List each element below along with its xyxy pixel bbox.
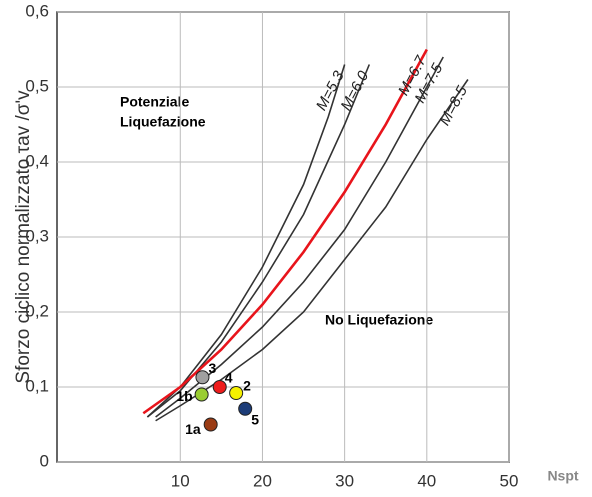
y-tick-label: 0,1 (25, 376, 49, 395)
curve (146, 64, 371, 418)
point-label: 2 (243, 378, 251, 394)
data-point (194, 387, 209, 402)
data-point (229, 386, 244, 400)
y-tick-label: 0,3 (25, 226, 49, 245)
annotation: No Liquefazione (325, 312, 433, 328)
curve (142, 48, 428, 415)
y-tick-label: 0,5 (25, 76, 49, 95)
point-label: 1b (176, 388, 192, 404)
point-label: 3 (208, 360, 216, 376)
data-point (203, 417, 218, 432)
x-tick-label: 50 (500, 471, 519, 490)
x-tick-label: 30 (335, 471, 354, 490)
y-tick-label: 0,2 (25, 301, 49, 320)
data-point (238, 401, 253, 416)
annotation: Potenziale (120, 94, 189, 110)
x-tick-label: 20 (253, 471, 272, 490)
y-tick-label: 0,6 (25, 1, 49, 20)
y-tick-label: 0,4 (25, 151, 49, 170)
point-label: 4 (225, 370, 233, 386)
point-label: 5 (251, 411, 259, 427)
curve-label: M=8.5 (436, 83, 471, 129)
data-point (212, 380, 227, 394)
y-tick-label: 0 (40, 451, 49, 470)
point-label: 1a (185, 421, 201, 437)
x-tick-label: 40 (417, 471, 436, 490)
curve (155, 56, 444, 418)
data-point (195, 370, 210, 385)
x-tick-label: 10 (171, 471, 190, 490)
x-axis-label: Nspt (547, 468, 578, 484)
annotation: Liquefazione (120, 114, 206, 130)
curve (155, 79, 469, 422)
y-axis-label: Sforzo ciclico normalizzato τav /σ'v (13, 90, 34, 384)
